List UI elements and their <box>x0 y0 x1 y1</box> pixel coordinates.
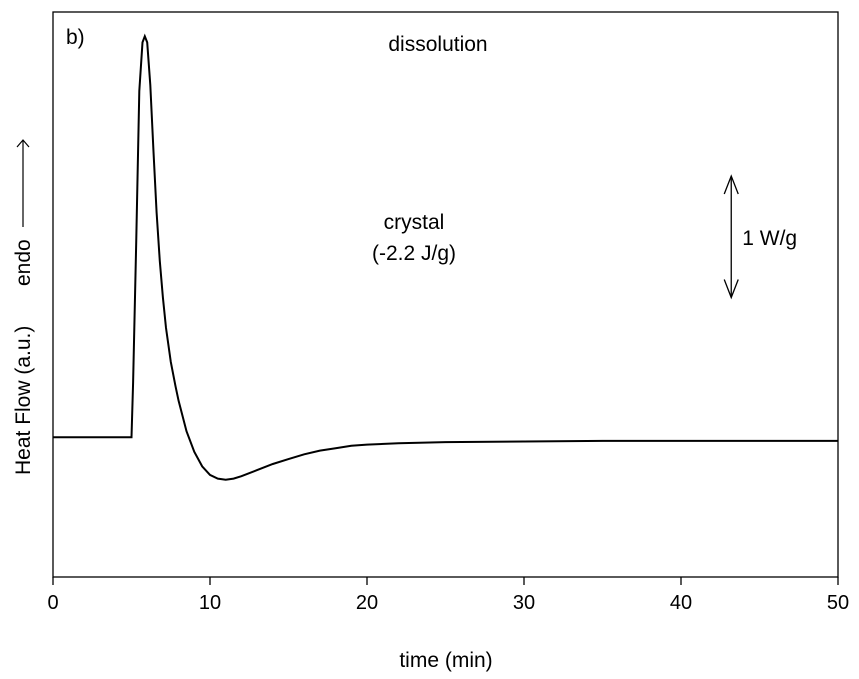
x-tick-label: 10 <box>199 592 221 614</box>
y-axis-title: Heat Flow (a.u.) <box>12 326 35 475</box>
x-tick-label: 50 <box>827 592 849 614</box>
y-axis-title-group: Heat Flow (a.u.) endo <box>12 139 35 475</box>
x-axis-tick-labels: 0 10 20 30 40 50 <box>47 592 849 614</box>
x-tick-label: 20 <box>356 592 378 614</box>
series-line <box>53 33 838 481</box>
peak-label-line2: (-2.2 J/g) <box>372 242 456 265</box>
x-tick-label: 40 <box>670 592 692 614</box>
x-axis-title: time (min) <box>399 649 492 672</box>
scale-bar-arrowhead-up <box>723 174 739 195</box>
scale-bar-label: 1 W/g <box>742 227 797 250</box>
scale-bar-arrowhead-down <box>723 279 739 300</box>
plot-frame <box>52 11 839 578</box>
x-axis-ticks <box>52 577 839 585</box>
peak-label-line1: crystal <box>384 211 445 234</box>
x-tick-label: 0 <box>47 592 58 614</box>
chart-title: dissolution <box>388 33 487 56</box>
x-tick-label: 30 <box>513 592 535 614</box>
endo-arrow-head <box>16 139 30 148</box>
y-axis-endo-label: endo <box>12 239 35 286</box>
panel-label: b) <box>66 26 85 49</box>
scale-bar: 1 W/g <box>723 174 797 300</box>
